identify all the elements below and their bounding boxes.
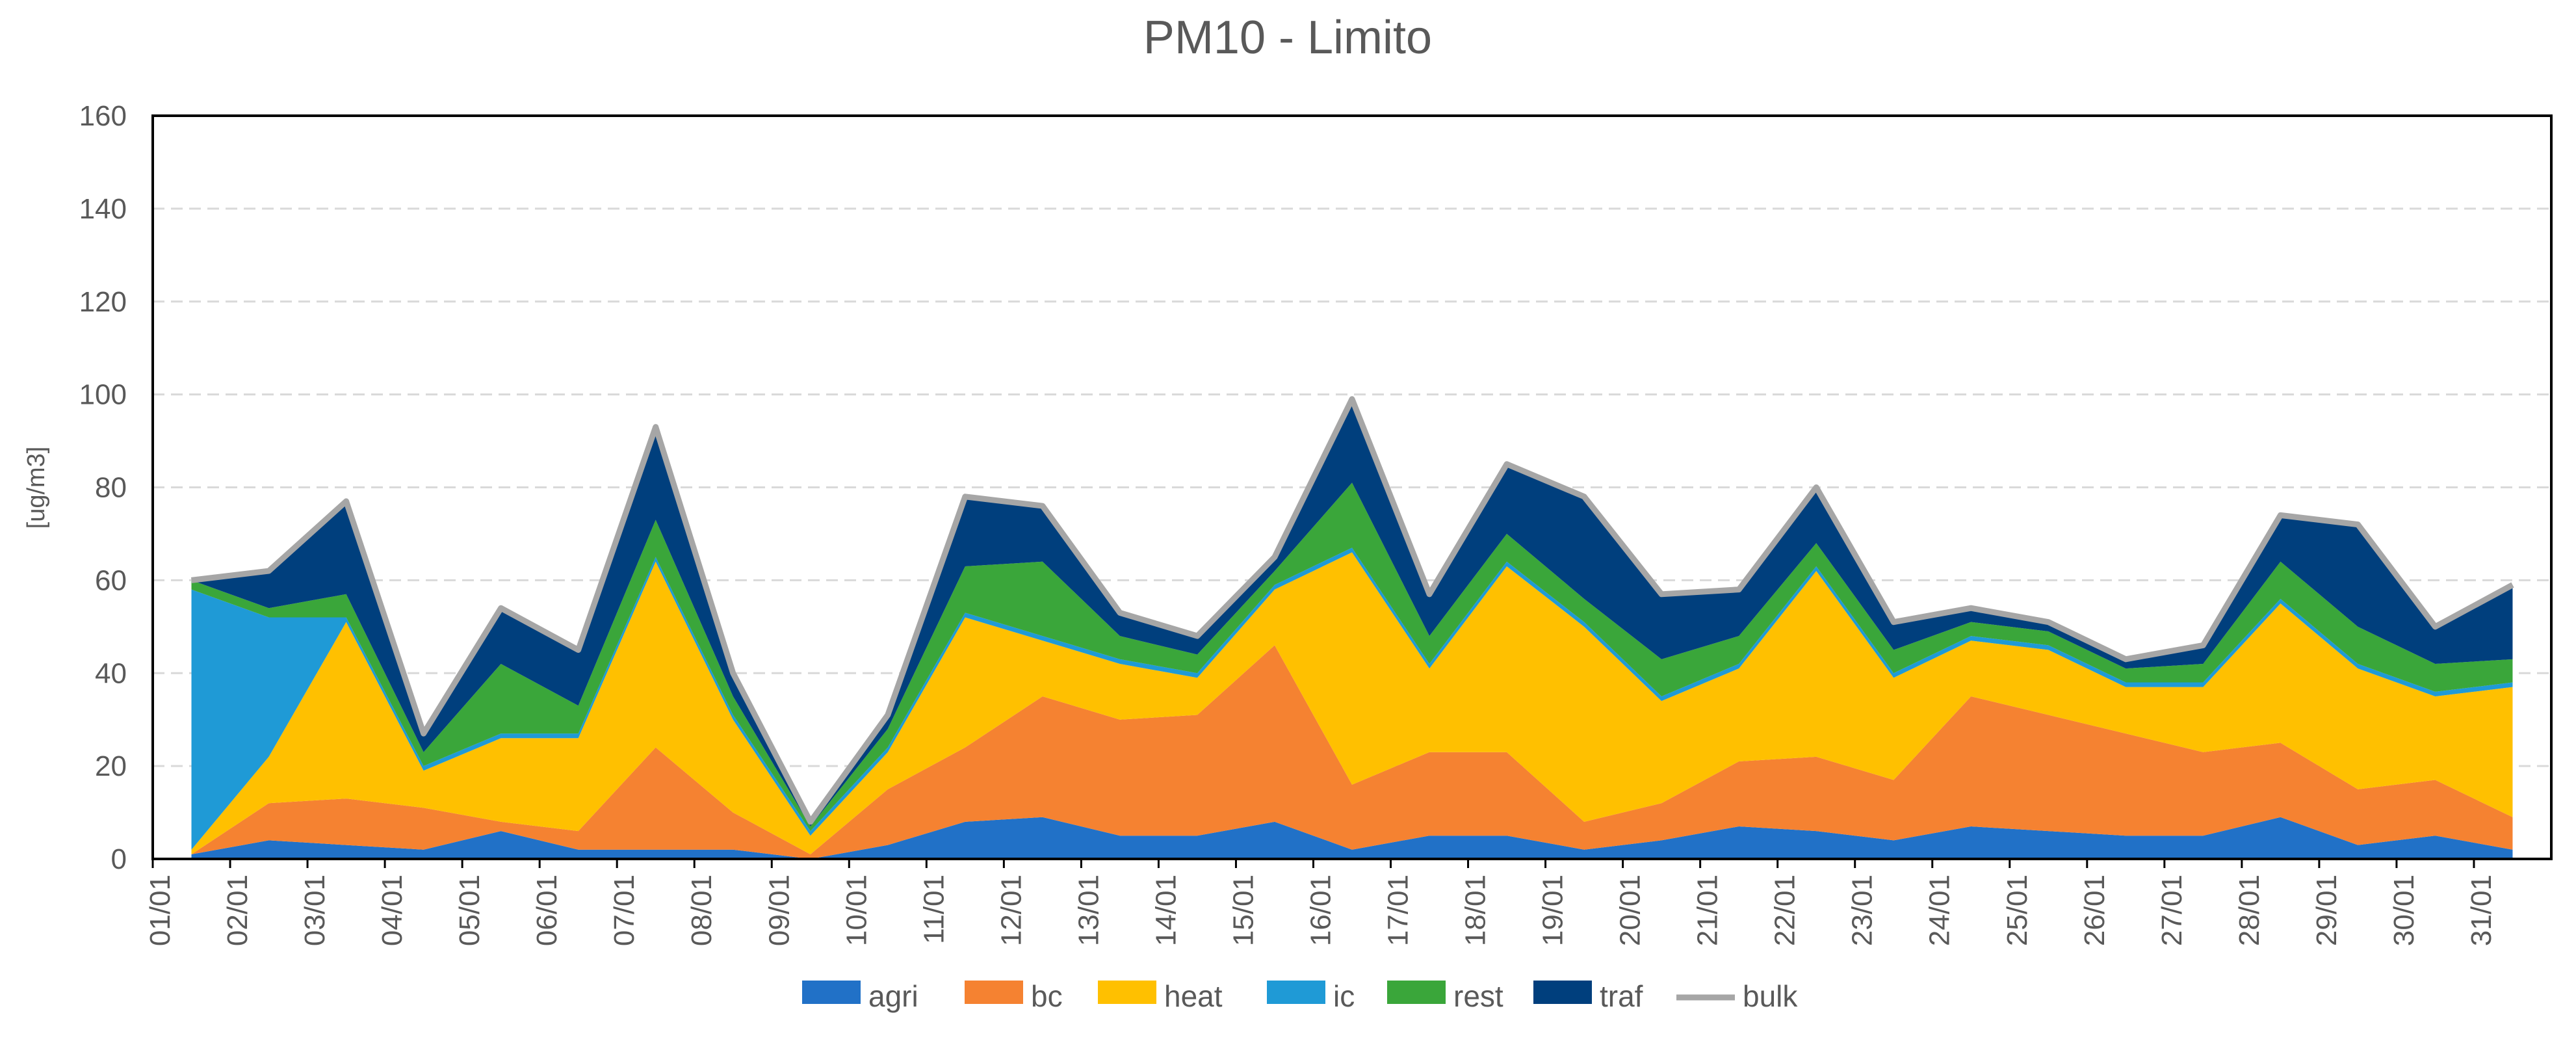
area-agri [191,817,2513,859]
x-tick-label: 18/01 [1460,875,1492,946]
plot-frame [151,114,2553,860]
y-tick-label: 20 [95,750,127,782]
legend-item-bulk: bulk [1676,979,1798,1013]
legend-label-ic: ic [1333,979,1355,1013]
x-tick-label: 11/01 [918,875,950,944]
x-tick-label: 07/01 [608,875,640,946]
x-tick-label: 02/01 [222,875,254,946]
legend-swatch-heat [1098,981,1156,1004]
x-tick-label: 01/01 [144,875,176,946]
chart-title: PM10 - Limito [1143,12,1432,64]
x-tick-label: 31/01 [2465,875,2497,946]
x-tick-label: 08/01 [686,875,718,946]
x-tick-label: 04/01 [376,875,408,946]
legend-label-agri: agri [868,979,918,1013]
legend-item-agri: agri [802,979,918,1013]
legend-label-bc: bc [1031,979,1063,1013]
legend-item-ic: ic [1267,979,1355,1013]
y-tick-label: 100 [79,379,127,411]
area-heat [191,552,2513,854]
x-tick-label: 14/01 [1150,875,1182,946]
x-tick-label: 25/01 [2001,875,2033,946]
x-tick-label: 22/01 [1769,875,1801,946]
legend-swatch-bc [965,981,1023,1004]
y-tick-label: 40 [95,657,127,689]
x-tick-label: 28/01 [2233,875,2265,946]
x-tick-label: 12/01 [995,875,1027,946]
y-axis: 0 20 40 60 80 100 120 140 160 [79,100,127,875]
legend-label-bulk: bulk [1743,979,1798,1013]
legend-item-bc: bc [965,979,1063,1013]
y-tick-label: 80 [95,472,127,504]
x-tick-label: 26/01 [2079,875,2111,946]
legend-swatch-traf [1533,981,1592,1004]
line-bulk [190,396,2514,825]
x-tick-label: 29/01 [2311,875,2343,946]
legend-item-traf: traf [1533,979,1643,1013]
x-tick-label: 05/01 [454,875,486,946]
x-tick-label: 20/01 [1615,875,1646,946]
y-tick-label: 140 [79,193,127,225]
x-tick-label: 19/01 [1537,875,1569,946]
legend-swatch-agri [802,981,861,1004]
x-tick-label: 27/01 [2156,875,2188,946]
legend-item-heat: heat [1098,979,1223,1013]
x-tick-label: 21/01 [1692,875,1724,946]
legend-label-traf: traf [1600,979,1643,1013]
x-tick-label: 17/01 [1383,875,1414,946]
legend-item-rest: rest [1387,979,1503,1013]
x-tick-label: 15/01 [1227,875,1259,946]
legend: agri bc heat ic rest traf bulk [802,979,1798,1013]
legend-label-heat: heat [1164,979,1223,1013]
x-axis: 01/01 02/01 03/01 04/01 05/01 06/01 07/01 08/01… [144,859,2497,946]
x-tick-label: 06/01 [531,875,563,946]
x-tick-label: 03/01 [299,875,331,946]
x-tick-label: 10/01 [840,875,872,946]
x-tick-label: 23/01 [1847,875,1879,946]
x-tick-label: 24/01 [1924,875,1956,946]
area-ic [191,547,2513,850]
y-tick-label: 160 [79,100,127,132]
series-layer [190,396,2514,859]
x-tick-label: 09/01 [763,875,795,946]
y-axis-label: [ug/m3] [23,447,50,529]
x-tick-label: 30/01 [2388,875,2420,946]
area-bc [191,645,2513,859]
y-tick-label: 0 [111,843,127,875]
legend-label-rest: rest [1453,979,1503,1013]
legend-swatch-rest [1387,981,1446,1004]
x-tick-label: 13/01 [1073,875,1104,946]
legend-swatch-ic [1267,981,1325,1004]
x-tick-label: 16/01 [1305,875,1336,946]
y-tick-label: 120 [79,286,127,318]
y-tick-label: 60 [95,564,127,596]
